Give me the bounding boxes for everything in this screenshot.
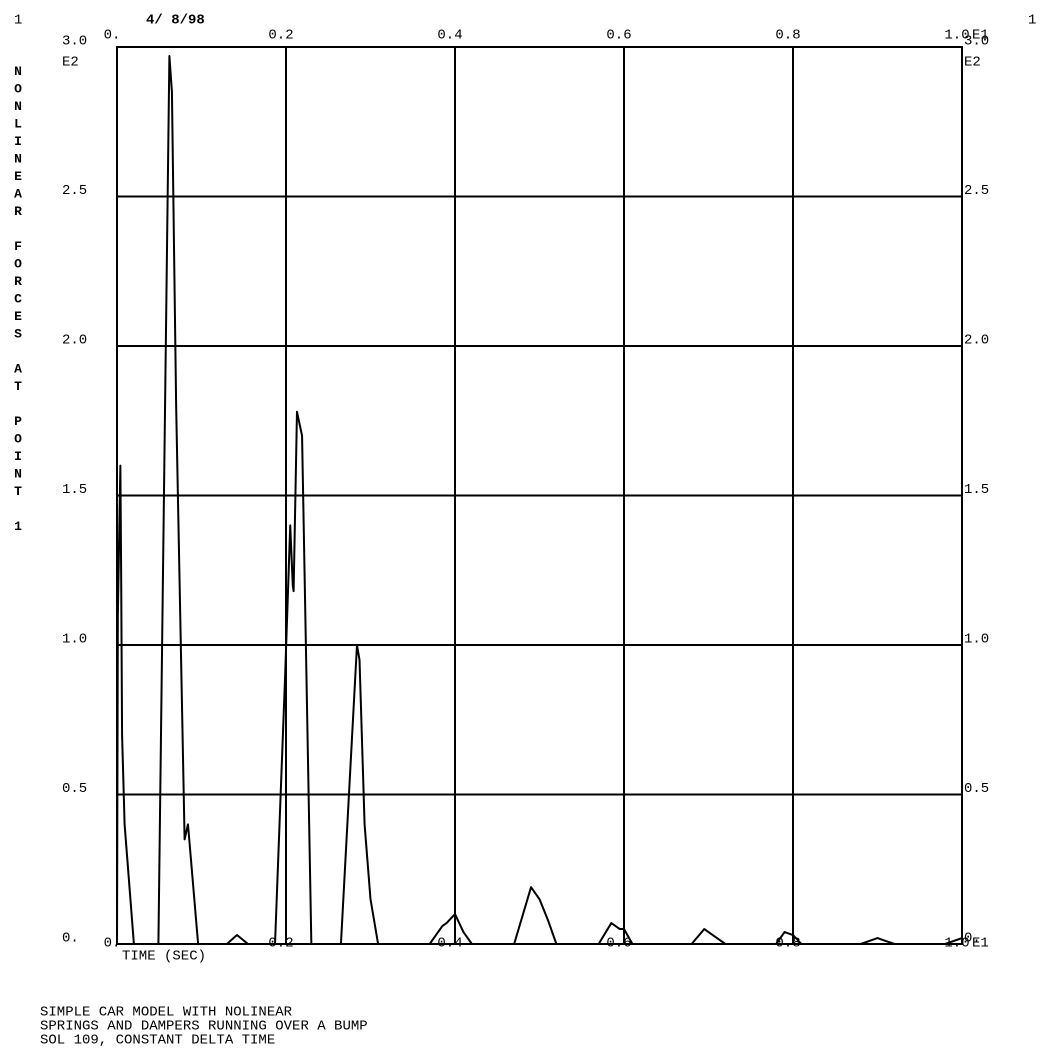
- y-tick-label: 1.0: [62, 632, 87, 648]
- date: 4/ 8/98: [146, 13, 205, 29]
- caption-line: SIMPLE CAR MODEL WITH NOLINEAR: [40, 1005, 293, 1021]
- y-axis-label: NONLINEAR FORCES AT POINT 1: [11, 64, 26, 537]
- x-tick-label: 0.4: [437, 28, 462, 44]
- data-line: [116, 54, 963, 945]
- x-exponent: E1: [972, 28, 989, 44]
- x-tick-label: 0.8: [775, 28, 800, 44]
- x-tick-label: 1.0: [944, 28, 969, 44]
- y-tick-label: 2.0: [964, 333, 989, 349]
- y-tick-label: 1.0: [964, 632, 989, 648]
- caption-line: SOL 109, CONSTANT DELTA TIME: [40, 1033, 275, 1049]
- y-tick-label: 0.5: [62, 781, 87, 797]
- x-exponent: E1: [972, 936, 989, 952]
- y-tick-label: 2.5: [964, 183, 989, 199]
- plot-frame: [116, 46, 963, 945]
- x-tick-label: 0.2: [268, 28, 293, 44]
- x-axis-label: TIME (SEC): [122, 949, 206, 965]
- y-exponent: E2: [62, 55, 79, 71]
- caption-line: SPRINGS AND DAMPERS RUNNING OVER A BUMP: [40, 1019, 368, 1035]
- y-tick-label: 2.0: [62, 333, 87, 349]
- y-tick-label: 3.0: [62, 34, 87, 50]
- y-tick-label: 3.0: [964, 34, 989, 50]
- page-number: 1: [14, 13, 22, 29]
- x-tick-label: 0.: [104, 28, 121, 44]
- y-tick-label: 0.5: [964, 781, 989, 797]
- y-tick-label: 2.5: [62, 183, 87, 199]
- y-tick-label: 1.5: [62, 482, 87, 498]
- x-tick-label: 0.6: [606, 28, 631, 44]
- y-tick-label: 0.: [62, 931, 79, 947]
- page-number: 1: [1028, 13, 1036, 29]
- y-tick-label: 0.: [964, 931, 981, 947]
- y-exponent: E2: [964, 55, 981, 71]
- y-tick-label: 1.5: [964, 482, 989, 498]
